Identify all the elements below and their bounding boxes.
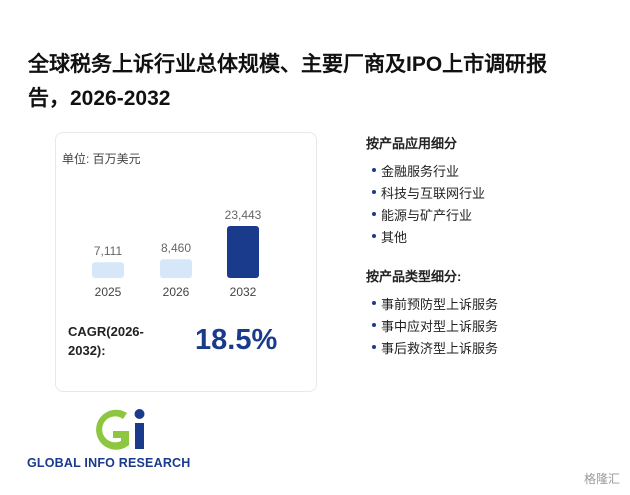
x-tick-label: 2026: [163, 285, 190, 299]
segment-item: 科技与互联网行业: [371, 183, 485, 202]
value-label: 8,460: [161, 241, 191, 255]
segment-item: 金融服务行业: [371, 161, 459, 180]
segment-title: 按产品应用细分: [366, 136, 458, 151]
value-label: 7,111: [94, 244, 123, 258]
x-tick-label: 2025: [95, 285, 122, 299]
value-label: 23,443: [225, 208, 262, 222]
segment-item: 事后救济型上诉服务: [371, 338, 498, 357]
segment-item: 事中应对型上诉服务: [371, 316, 498, 335]
unit-label: 单位: 百万美元: [62, 152, 141, 166]
watermark: 格隆汇: [583, 472, 620, 486]
logo-text: GLOBAL INFO RESEARCH: [27, 456, 191, 470]
cagr-label: CAGR(2026-2032):: [68, 324, 144, 358]
bar: [92, 262, 124, 278]
cagr-value: 18.5%: [195, 324, 278, 356]
title: 全球税务上诉行业总体规模、主要厂商及IPO上市调研报告，2026-2032: [28, 53, 548, 110]
logo-icon: [96, 409, 145, 450]
bar: [227, 226, 259, 278]
segment-item: 其他: [371, 227, 407, 246]
segment-item: 事前预防型上诉服务: [371, 294, 498, 313]
chart-card: [55, 132, 317, 392]
segment-title: 按产品类型细分:: [366, 269, 462, 284]
x-tick-label: 2032: [230, 285, 257, 299]
segment-item: 能源与矿产行业: [371, 205, 472, 224]
bar: [160, 259, 192, 278]
